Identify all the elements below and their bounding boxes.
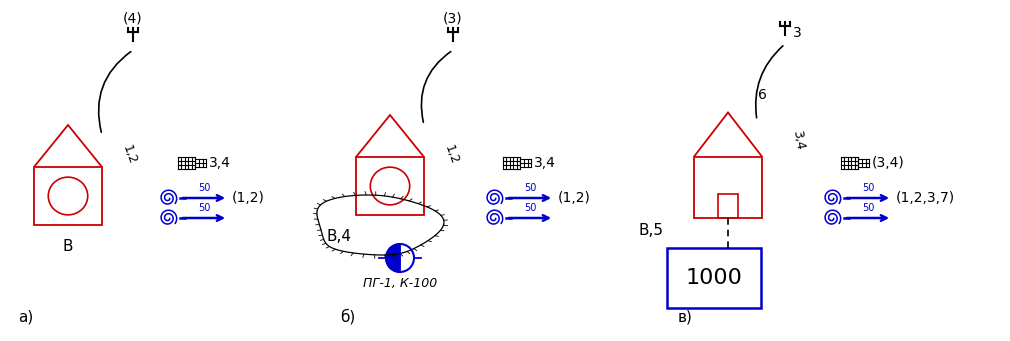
Text: 50: 50: [198, 203, 210, 213]
Text: б): б): [340, 309, 356, 325]
Text: 3,4: 3,4: [209, 156, 231, 170]
Wedge shape: [386, 244, 400, 272]
Bar: [667, 248, 761, 308]
Text: В: В: [63, 239, 74, 254]
Bar: [694, 157, 762, 218]
Text: ПГ-1, К-100: ПГ-1, К-100: [363, 277, 437, 290]
Text: 50: 50: [524, 183, 536, 193]
Text: 3,4: 3,4: [534, 156, 556, 170]
Text: 50: 50: [862, 183, 875, 193]
Text: 1,2: 1,2: [120, 144, 139, 166]
Text: (1,2): (1,2): [558, 191, 591, 205]
Text: 1,2: 1,2: [442, 144, 461, 166]
Text: 50: 50: [862, 203, 875, 213]
Text: 3: 3: [793, 26, 802, 40]
Text: (3,4): (3,4): [872, 156, 905, 170]
Text: (4): (4): [123, 12, 142, 26]
Text: В,4: В,4: [326, 229, 351, 244]
Text: 50: 50: [524, 203, 536, 213]
Bar: [718, 194, 737, 218]
Text: 1000: 1000: [686, 268, 742, 288]
Text: (3): (3): [443, 12, 463, 26]
Bar: [356, 157, 424, 215]
Text: 3,4: 3,4: [790, 129, 806, 151]
Text: в): в): [678, 310, 693, 325]
Text: 50: 50: [198, 183, 210, 193]
Bar: [34, 167, 102, 225]
Text: В,5: В,5: [639, 223, 664, 238]
Text: (1,2,3,7): (1,2,3,7): [896, 191, 955, 205]
Text: 6: 6: [759, 88, 767, 102]
Text: (1,2): (1,2): [232, 191, 265, 205]
Text: а): а): [18, 310, 33, 325]
